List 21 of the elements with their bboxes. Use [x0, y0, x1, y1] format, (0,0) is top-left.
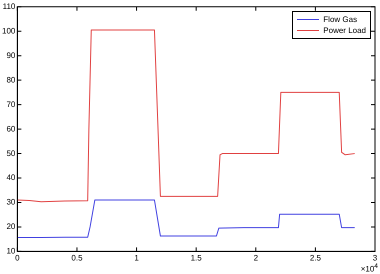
y-tick-label: 30 — [6, 198, 16, 207]
y-tick-label: 40 — [6, 173, 16, 182]
legend-label: Power Load — [323, 24, 366, 36]
x-tick-label: 2.5 — [310, 253, 322, 262]
legend-label: Flow Gas — [323, 14, 358, 25]
y-tick-label: 70 — [6, 100, 16, 109]
x-tick-label: 2 — [254, 253, 259, 262]
x-tick-label: 0 — [15, 253, 20, 262]
y-tick-label: 20 — [6, 222, 16, 232]
y-tick-label: 110 — [2, 2, 16, 12]
y-tick-label: 100 — [2, 26, 16, 36]
y-tick-label: 60 — [6, 124, 16, 134]
x-tick-label: 0.5 — [71, 253, 84, 262]
text: ×10$^{4}$ — [360, 263, 378, 274]
y-tick-label: 90 — [6, 50, 16, 60]
y-tick-label: 50 — [6, 148, 16, 158]
x-tick-label: 3 — [372, 253, 378, 262]
y-tick-label: 10 — [6, 246, 16, 256]
x-tick-label: 1 — [134, 253, 140, 262]
x-tick-label: 1.5 — [190, 253, 202, 262]
y-tick-label: 80 — [6, 75, 16, 84]
